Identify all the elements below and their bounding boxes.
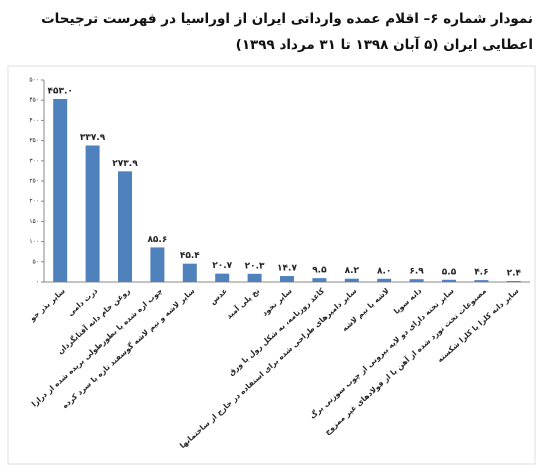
y-tick-label: ۲۰۰ — [29, 198, 39, 205]
x-tick-label: سایر نخود — [260, 286, 294, 317]
chart-title: نمودار شماره ۶– اقلام عمده وارداتی ایران… — [41, 11, 533, 53]
bar — [53, 98, 68, 282]
x-tick-label: عدس — [208, 286, 229, 306]
y-tick-label: ۱۵۰ — [29, 218, 39, 225]
value-label: ۲۰.۷ — [212, 261, 232, 271]
bar — [409, 279, 424, 282]
y-tick-label: ۳۰۰ — [29, 157, 39, 164]
bar — [474, 280, 489, 282]
y-tick-label: ۲۵۰ — [29, 178, 39, 185]
y-tick-label: ۴۵۰ — [29, 97, 39, 104]
value-label: ۸.۰ — [377, 266, 391, 276]
value-label: ۸.۲ — [345, 266, 360, 276]
y-tick-label: ۳۵۰ — [29, 137, 39, 144]
bar — [85, 145, 100, 282]
y-tick-label: ۵۰ — [33, 258, 39, 265]
value-label: ۴۵۳.۰ — [47, 86, 72, 96]
x-tick-label: دانه سویا — [392, 286, 423, 316]
x-tick-label: نخ پلی آمید — [224, 285, 262, 320]
value-label: ۵.۵ — [442, 267, 457, 277]
value-label: ۱۴.۷ — [277, 264, 297, 274]
y-tick-label: ۰ — [36, 279, 39, 286]
x-tick-label: ذرت دامی — [66, 286, 100, 318]
bar — [150, 247, 165, 282]
frame — [7, 65, 536, 465]
value-label: ۸۵.۶ — [147, 235, 167, 245]
y-tick-label: ۴۰۰ — [29, 117, 39, 124]
bar — [280, 276, 294, 282]
value-label: ۲۰.۳ — [245, 261, 265, 271]
value-label: ۴۵.۴ — [180, 251, 200, 261]
bar — [312, 278, 327, 282]
bar — [442, 279, 456, 282]
bar — [247, 273, 262, 282]
y-tick-label: ۵۰۰ — [29, 77, 39, 84]
bar — [344, 278, 359, 282]
bar — [215, 273, 230, 282]
bar — [118, 171, 132, 282]
x-tick-label: سایر بذر جو — [27, 286, 67, 323]
bar — [506, 281, 521, 282]
value-label: ۲.۴ — [507, 269, 522, 279]
value-label: ۳۳۷.۹ — [80, 133, 106, 143]
bar — [182, 263, 197, 282]
value-label: ۴.۶ — [474, 268, 488, 278]
y-tick-label: ۱۰۰ — [29, 238, 39, 245]
value-label: ۶.۹ — [409, 267, 424, 277]
value-label: ۲۷۳.۹ — [112, 159, 138, 169]
bar — [377, 278, 392, 282]
value-label: ۹.۵ — [312, 266, 327, 276]
